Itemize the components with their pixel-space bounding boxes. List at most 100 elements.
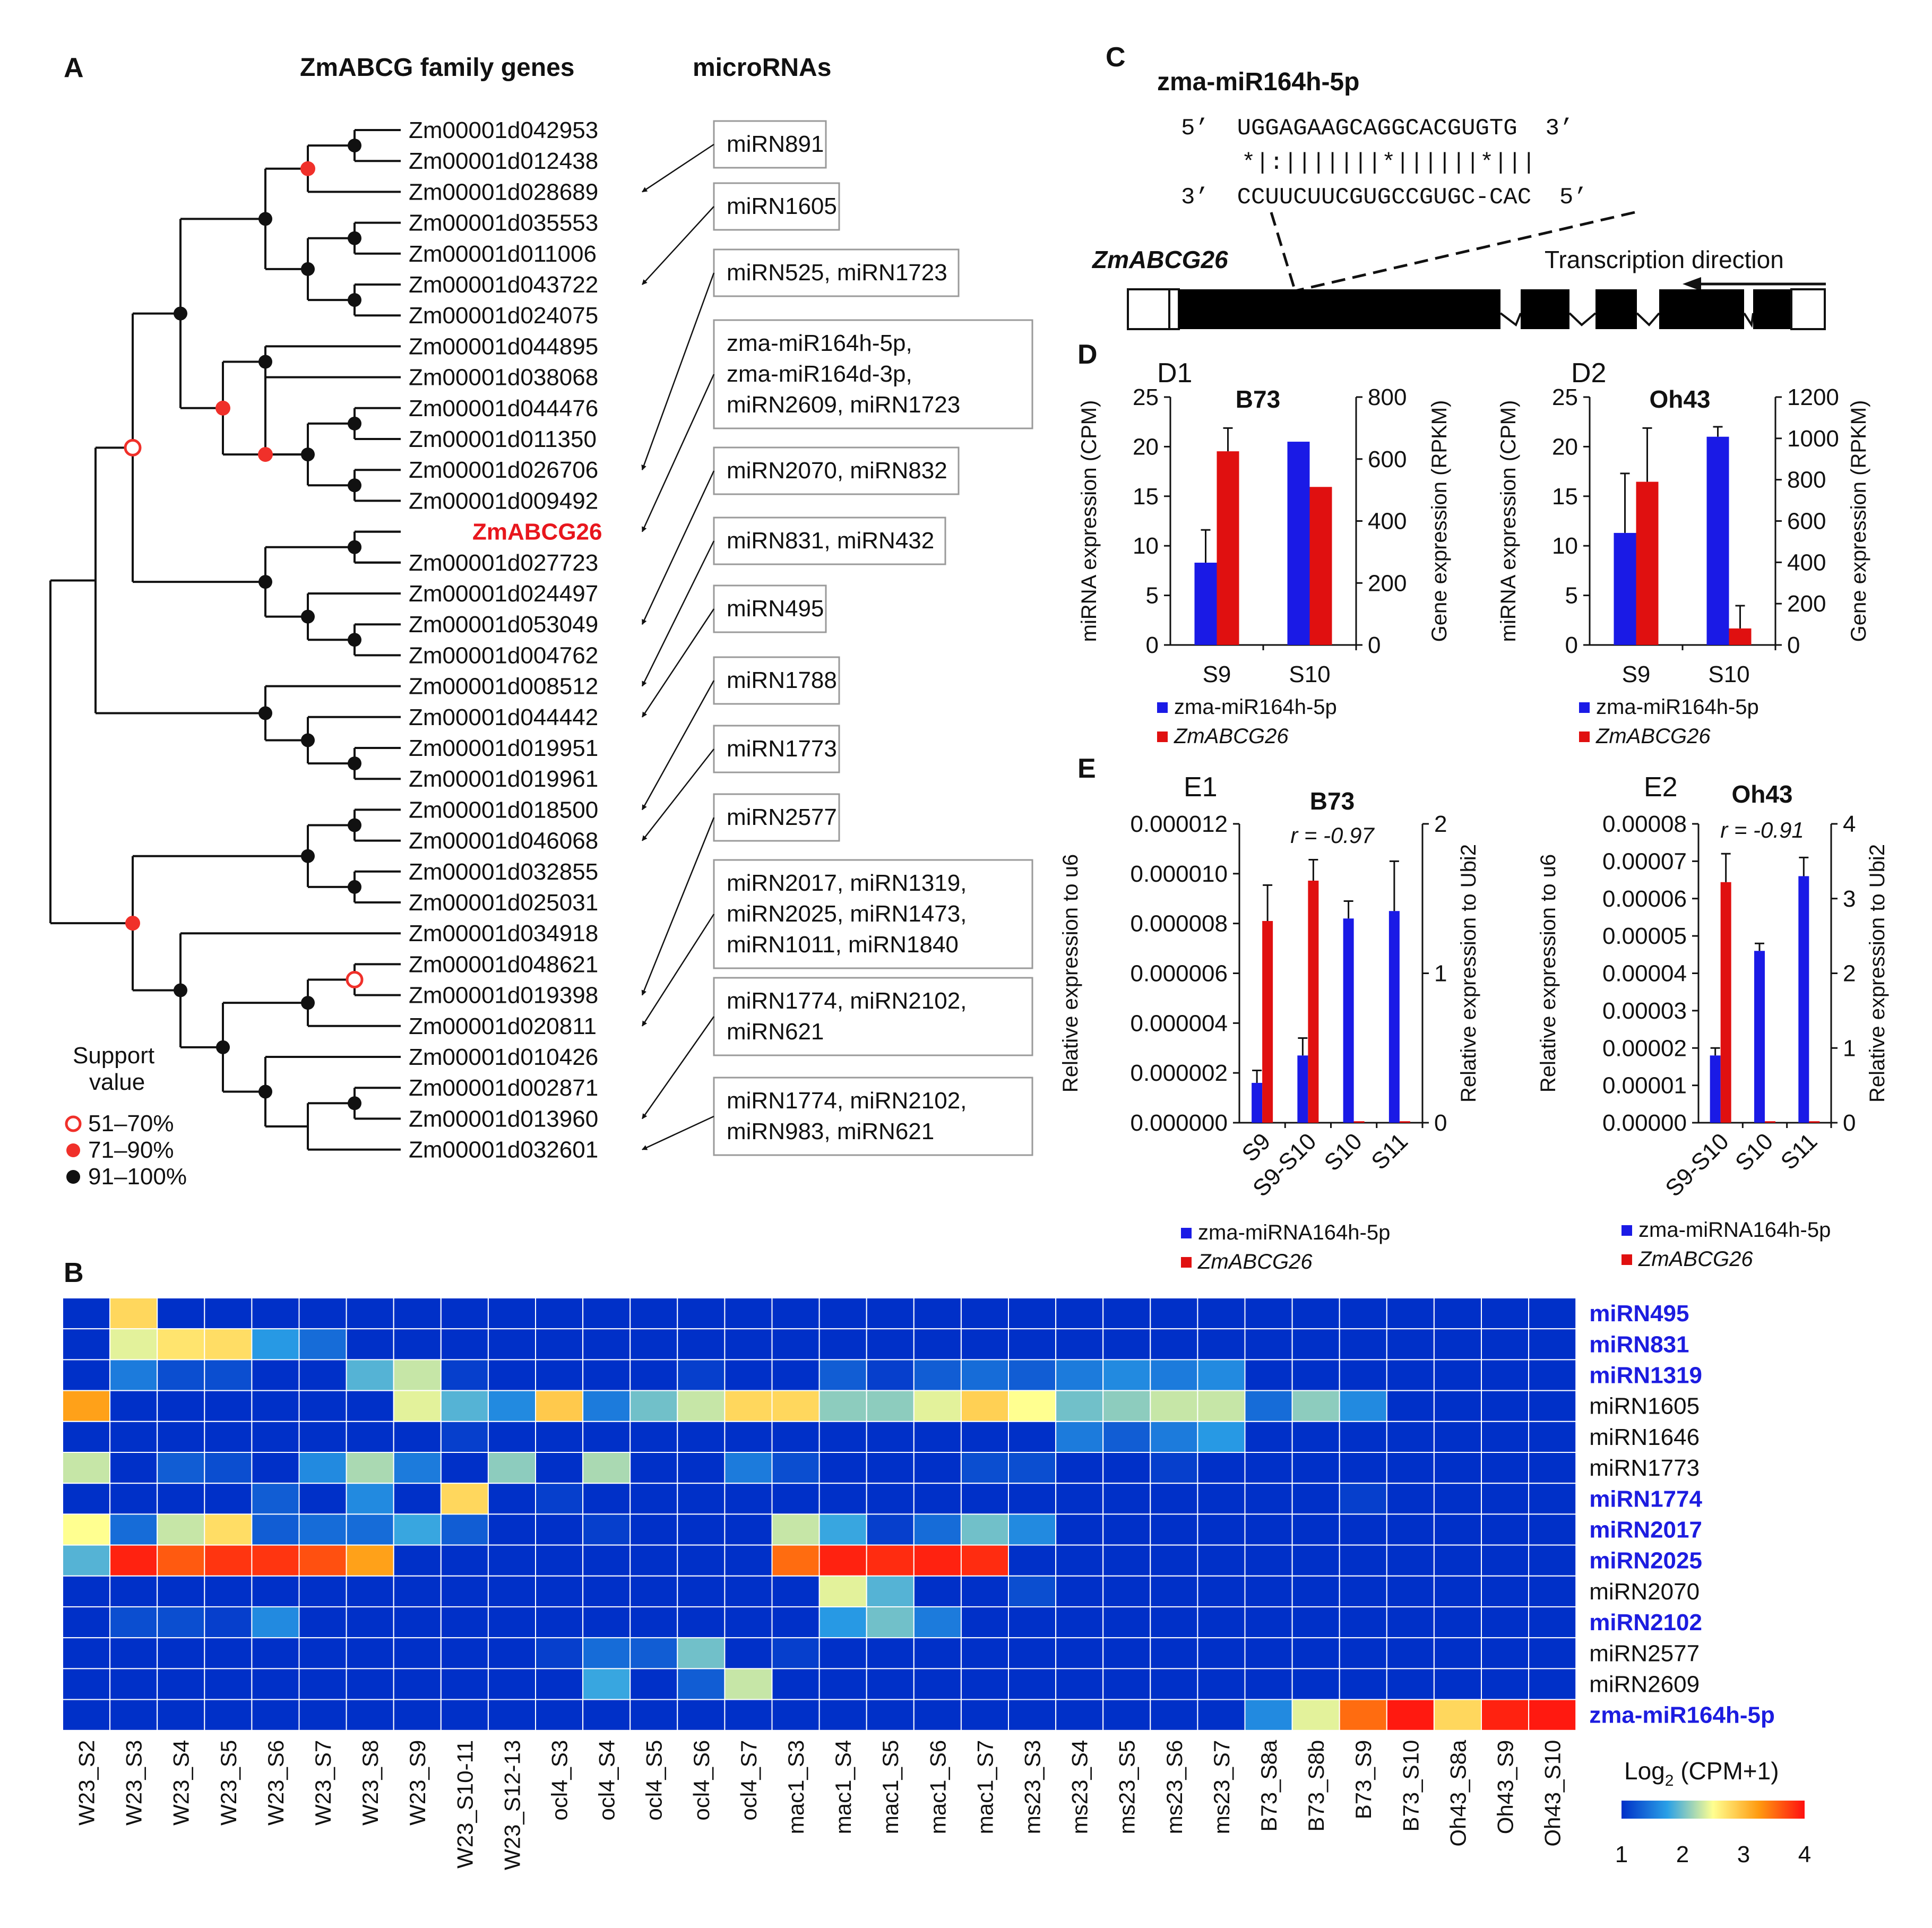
mirna-boxes: miRN891 miRN1605 miRN525, miRN1723 zma-miR1… [641, 120, 1033, 1156]
mirna-box-text: miRN621 [727, 1019, 824, 1045]
heatmap-cell [1150, 1606, 1198, 1639]
heatmap-cell [535, 1699, 584, 1731]
heatmap-cell [346, 1421, 394, 1453]
support-node-mid-icon [215, 400, 230, 416]
heatmap-cell [818, 1452, 867, 1484]
heatmap-cell [629, 1637, 678, 1669]
heatmap-cell [1150, 1297, 1198, 1330]
heatmap-cell [393, 1699, 442, 1731]
heatmap-cell [487, 1390, 537, 1422]
heatmap-cell [1386, 1328, 1435, 1361]
heatmap-cell [346, 1390, 394, 1422]
heatmap-cell [866, 1483, 915, 1515]
left-tick-label: 0.00004 [1602, 961, 1687, 987]
heatmap-cell [771, 1452, 820, 1484]
exon-1 [1179, 289, 1500, 329]
heatmap-cell [1481, 1699, 1530, 1731]
heatmap-column-label: W23_S9 [405, 1740, 430, 1826]
heatmap-row-label: miRN2025 [1589, 1548, 1702, 1574]
mirna-bar [1706, 436, 1729, 645]
heatmap-cell [1055, 1575, 1104, 1608]
heatmap-cell [1244, 1421, 1293, 1453]
heatmap-cell [393, 1390, 442, 1422]
heatmap-cell [582, 1575, 631, 1608]
heatmap-cell [960, 1606, 1010, 1639]
heatmap-cell [393, 1513, 442, 1546]
heatmap-cell [393, 1421, 442, 1453]
heatmap-cell [1528, 1297, 1577, 1330]
heatmap-cell [440, 1668, 489, 1700]
chart-e2: 0.00000 0.00001 0.00002 0.00003 0.00004 0.000… [1537, 780, 1889, 1271]
gene-label: Zm00001d027723 [409, 550, 598, 576]
support-node-high-icon [348, 1096, 361, 1111]
mirna-target-arrow [642, 1115, 714, 1150]
heatmap-cell [1291, 1390, 1340, 1422]
colorbar-tick-label: 2 [1676, 1841, 1689, 1867]
heatmap-cell [866, 1390, 915, 1422]
heatmap-cell [62, 1452, 111, 1484]
right-tick-label: 1000 [1787, 426, 1839, 452]
heatmap-cell [298, 1575, 347, 1608]
heatmap-cell [818, 1483, 867, 1515]
heatmap-cell [1481, 1575, 1530, 1608]
legend-swatch [1157, 702, 1168, 713]
support-node-high-icon [258, 1084, 272, 1099]
heatmap-cell [157, 1637, 205, 1669]
heatmap-cell [393, 1637, 442, 1669]
gene-label: Zm00001d019961 [409, 766, 598, 792]
support-node-high-icon [348, 139, 361, 153]
legend-label: ZmABCG26 [1595, 725, 1711, 748]
heatmap-cell [724, 1575, 773, 1608]
heatmap-cell [677, 1637, 726, 1669]
heatmap-cell [724, 1606, 773, 1639]
heatmap-cell [535, 1297, 584, 1330]
heatmap-cell [62, 1297, 111, 1330]
gene-label: Zm00001d048621 [409, 951, 598, 977]
heatmap-row-label: miRN495 [1589, 1301, 1689, 1327]
heatmap-cell [1150, 1328, 1198, 1361]
heatmap-cell [913, 1390, 962, 1422]
right-axis-label: Gene expression (RPKM) [1847, 400, 1870, 642]
heatmap-cell [346, 1297, 394, 1330]
right-tick-label: 200 [1368, 570, 1407, 596]
heatmap-cell [251, 1359, 300, 1391]
mirna-box [713, 859, 1033, 969]
heatmap-cell [1150, 1359, 1198, 1391]
heatmap-column-label: mac1_S5 [878, 1740, 903, 1834]
heatmap-cell [1150, 1575, 1198, 1608]
heatmap-cell [960, 1390, 1010, 1422]
heatmap-cell [535, 1359, 584, 1391]
support-node-high-icon [301, 609, 315, 624]
support-legend-item: 71–90% [88, 1137, 174, 1163]
left-tick-label: 25 [1133, 384, 1159, 410]
x-tick-label: S9 [1203, 661, 1231, 687]
heatmap-cell [1150, 1544, 1198, 1577]
mirna-target-arrow [641, 470, 715, 625]
heatmap-cell [157, 1359, 205, 1391]
heatmap-cell [1339, 1452, 1387, 1484]
left-axis-label: miRNA expression (CPM) [1077, 400, 1101, 642]
heatmap-cell [109, 1637, 158, 1669]
mirna-target-arrow [641, 914, 715, 1027]
heatmap-cell [109, 1328, 158, 1361]
heatmap-cell [1386, 1421, 1435, 1453]
heatmap-cell [251, 1452, 300, 1484]
heatmap-cell [204, 1575, 253, 1608]
heatmap-cell [1197, 1575, 1246, 1608]
mirna-bar [1754, 951, 1765, 1123]
heatmap-cell [204, 1544, 253, 1577]
legend-label: ZmABCG26 [1174, 725, 1289, 748]
heatmap-cell [913, 1359, 962, 1391]
heatmap-cell [1244, 1637, 1293, 1669]
heatmap-cell [1102, 1699, 1151, 1731]
heatmap-cell [157, 1668, 205, 1700]
panel-b-label: B [64, 1258, 84, 1288]
mirna-target-arrow [642, 143, 714, 193]
heatmap-cell [487, 1637, 537, 1669]
heatmap-cell [251, 1544, 300, 1577]
heatmap-cell [298, 1668, 347, 1700]
heatmap-cell [1528, 1575, 1577, 1608]
heatmap-cell [724, 1544, 773, 1577]
gene-bar [1353, 1121, 1365, 1123]
heatmap-cell [582, 1421, 631, 1453]
